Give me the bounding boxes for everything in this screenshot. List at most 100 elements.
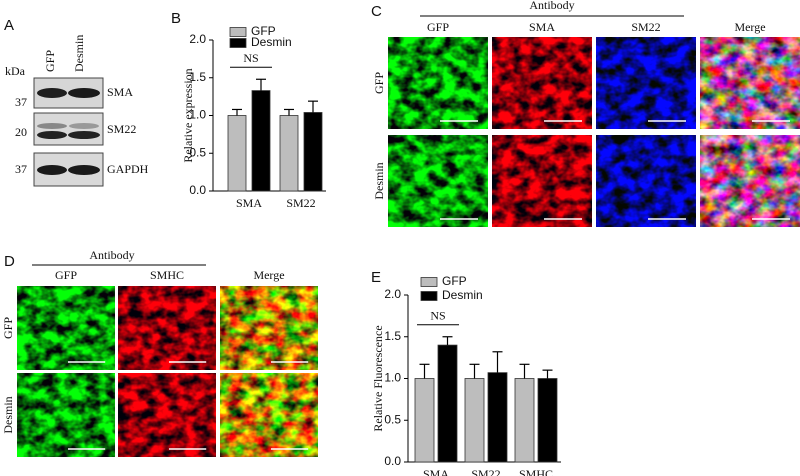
column-label: Merge xyxy=(253,268,284,282)
blot-label: SM22 xyxy=(107,122,136,136)
column-label: SM22 xyxy=(631,20,660,34)
micrograph xyxy=(220,286,318,370)
panel-a: A kDa GFP Desmin 37 20 37 SMA SM22 GAPDH xyxy=(4,17,149,187)
error-bar xyxy=(308,100,318,113)
micrograph xyxy=(118,286,216,370)
y-tick-label: 1.5 xyxy=(189,70,206,84)
y-tick-label: 2.0 xyxy=(189,32,206,46)
marker: 37 xyxy=(15,95,27,109)
lane-label: GFP xyxy=(43,50,57,72)
unit-label: kDa xyxy=(5,64,26,78)
y-tick-label: 0.0 xyxy=(384,454,401,468)
micrograph xyxy=(492,135,592,227)
column-label: Merge xyxy=(734,20,765,34)
band xyxy=(68,131,100,139)
micrograph xyxy=(17,286,115,370)
y-tick-label: 1.0 xyxy=(189,108,206,122)
bar xyxy=(303,112,323,192)
band xyxy=(37,131,67,139)
micrograph xyxy=(118,373,216,457)
row-label: Desmin xyxy=(372,162,386,199)
micrograph xyxy=(220,373,318,457)
bar xyxy=(537,378,558,463)
legend-label: Desmin xyxy=(442,288,483,302)
bar xyxy=(279,115,299,192)
micrograph xyxy=(17,373,115,457)
micrograph xyxy=(700,37,800,129)
y-tick-label: 1.5 xyxy=(384,329,401,343)
legend-label: Desmin xyxy=(251,35,292,49)
bar xyxy=(227,115,247,192)
column-label: SMA xyxy=(529,20,555,34)
error-bar xyxy=(469,363,480,379)
panel-label: E xyxy=(371,269,381,286)
error-bar xyxy=(519,363,530,379)
panel-label: A xyxy=(4,17,14,34)
x-tick-label: SM22 xyxy=(286,196,315,210)
band xyxy=(68,88,100,98)
annotation: NS xyxy=(243,51,258,65)
band xyxy=(37,88,67,98)
x-tick-label: SMA xyxy=(236,196,262,210)
micrograph xyxy=(388,37,488,129)
bar xyxy=(487,372,508,463)
x-tick-label: SMA xyxy=(423,467,449,476)
row-label: GFP xyxy=(1,317,15,339)
micrograph xyxy=(388,135,488,227)
band xyxy=(69,123,99,129)
x-tick-label: SMHC xyxy=(519,467,553,476)
panel-label: D xyxy=(4,253,15,270)
error-bar xyxy=(419,363,430,379)
error-bar xyxy=(442,336,453,346)
y-axis-label: Relative Fluorescence xyxy=(371,325,385,431)
legend-label: GFP xyxy=(251,24,276,38)
y-tick-label: 0.5 xyxy=(384,412,401,426)
x-tick-label: SM22 xyxy=(471,467,500,476)
header: Antibody xyxy=(89,248,134,262)
error-bar xyxy=(256,78,266,91)
panel-label: B xyxy=(171,10,181,27)
error-bar xyxy=(232,108,242,116)
panel-c: C Antibody xyxy=(371,0,684,20)
marker: 20 xyxy=(15,125,27,139)
legend-swatch xyxy=(229,27,247,37)
micrograph xyxy=(596,135,696,227)
band xyxy=(68,165,100,175)
y-tick-label: 0.0 xyxy=(189,183,206,197)
row-label: Desmin xyxy=(1,396,15,433)
band xyxy=(37,123,67,129)
error-bar xyxy=(284,108,294,116)
error-bar xyxy=(542,369,553,379)
panel-label: C xyxy=(371,3,382,20)
band xyxy=(37,165,67,175)
header: Antibody xyxy=(529,0,574,12)
micrograph xyxy=(700,135,800,227)
column-label: GFP xyxy=(55,268,77,282)
y-tick-label: 0.5 xyxy=(189,145,206,159)
blot xyxy=(33,112,104,146)
legend-label: GFP xyxy=(442,274,467,288)
bar xyxy=(414,378,435,463)
legend-swatch xyxy=(229,38,247,48)
row-label: GFP xyxy=(372,72,386,94)
error-bar xyxy=(492,351,503,373)
marker: 37 xyxy=(15,162,27,176)
bar xyxy=(514,378,535,463)
bar xyxy=(437,344,458,463)
legend-swatch xyxy=(420,291,438,301)
micrograph xyxy=(596,37,696,129)
y-axis-label: Relative expression xyxy=(181,68,195,162)
bar xyxy=(251,90,271,192)
blot-label: SMA xyxy=(107,85,133,99)
column-label: SMHC xyxy=(150,268,184,282)
bar xyxy=(464,378,485,463)
blot-label: GAPDH xyxy=(107,162,149,176)
lane-label: Desmin xyxy=(72,35,86,72)
annotation: NS xyxy=(430,309,445,323)
y-tick-label: 2.0 xyxy=(384,287,401,301)
y-tick-label: 1.0 xyxy=(384,371,401,385)
micrograph xyxy=(492,37,592,129)
panel-d: D Antibody xyxy=(4,248,206,270)
legend-swatch xyxy=(420,277,438,287)
